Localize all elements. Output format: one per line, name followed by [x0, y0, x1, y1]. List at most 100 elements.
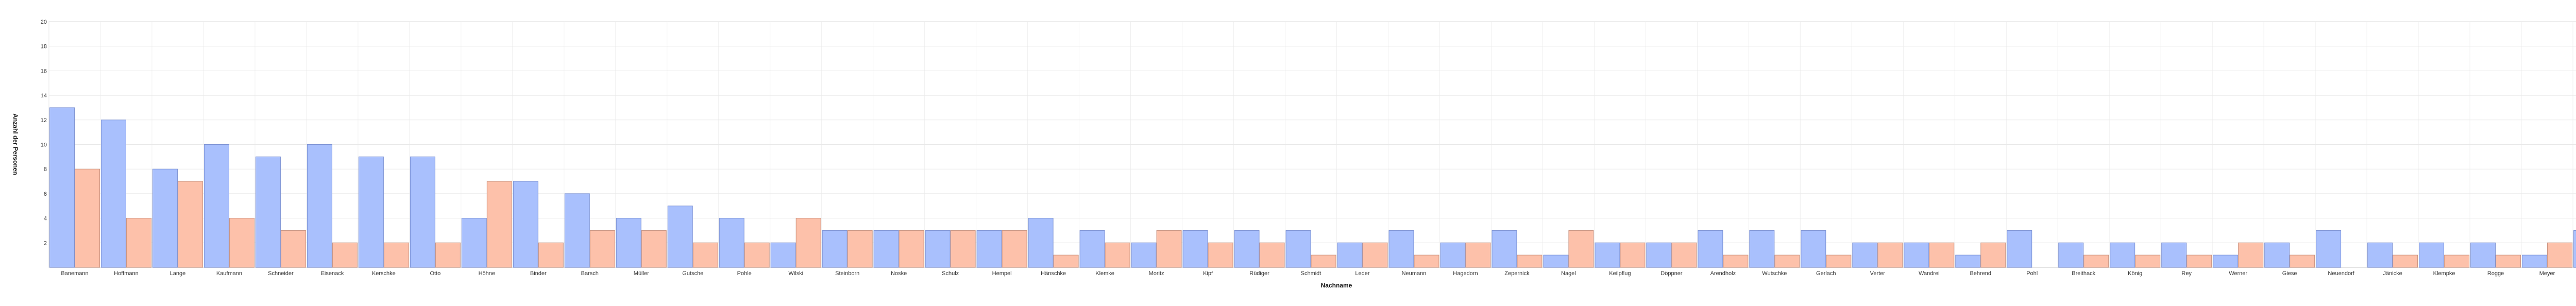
- y-tick-label: 2: [44, 240, 47, 246]
- x-tick-label: Lange: [170, 270, 186, 277]
- bar: [873, 230, 899, 268]
- bar: [719, 218, 744, 268]
- x-tick-label: Höhne: [479, 270, 495, 277]
- x-tick-label: Arendholz: [1710, 270, 1736, 277]
- bar: [2290, 254, 2315, 268]
- bar: [307, 144, 332, 268]
- x-tick-label: Müller: [634, 270, 649, 277]
- bar: [1002, 230, 1027, 268]
- x-tick-label: Zepernick: [1504, 270, 1530, 277]
- bar: [795, 218, 821, 268]
- bar: [435, 242, 461, 268]
- bar: [847, 230, 873, 268]
- x-axis-ticks: Banemann Hoffmann Lange Kaufmann Schneider Ei…: [61, 270, 2555, 277]
- bar: [1955, 254, 1981, 268]
- x-tick-label: Hagedorn: [1453, 270, 1478, 277]
- x-tick-label: Breithack: [2072, 270, 2095, 277]
- bar: [2496, 254, 2521, 268]
- bar: [177, 181, 203, 268]
- bar: [744, 242, 770, 268]
- bar: [2238, 242, 2264, 268]
- bar: [1105, 242, 1130, 268]
- bar: [1234, 230, 1260, 268]
- bar: [692, 242, 718, 268]
- bar: [49, 107, 75, 268]
- bar: [1285, 230, 1311, 268]
- bar: [1259, 242, 1285, 268]
- bar: [1131, 242, 1157, 268]
- bar: [1414, 254, 1439, 268]
- bar: [1028, 218, 1054, 268]
- x-tick-label: Meyer: [2539, 270, 2555, 277]
- y-tick-label: 18: [41, 44, 47, 50]
- x-tick-label: Verter: [1870, 270, 1886, 277]
- bar: [1595, 242, 1620, 268]
- bar: [486, 181, 512, 268]
- bar: [2161, 242, 2187, 268]
- x-tick-label: Jänicke: [2383, 270, 2402, 277]
- bar: [1053, 254, 1079, 268]
- x-tick-label: Gutsche: [682, 270, 703, 277]
- x-tick-label: Klemke: [1095, 270, 1114, 277]
- bar: [2007, 230, 2032, 268]
- bar: [1543, 254, 1569, 268]
- bar: [1980, 242, 2006, 268]
- bar: [2573, 230, 2576, 268]
- bar: [950, 230, 976, 268]
- bar: [410, 156, 435, 268]
- x-tick-label: Kaufmann: [216, 270, 242, 277]
- bar: [1311, 254, 1336, 268]
- bar: [925, 230, 951, 268]
- bar: [229, 218, 255, 268]
- x-tick-label: Pohl: [2026, 270, 2038, 277]
- x-tick-label: Schneider: [268, 270, 294, 277]
- x-tick-label: Schmidt: [1301, 270, 1321, 277]
- bar: [2083, 254, 2109, 268]
- bar: [2393, 254, 2418, 268]
- x-tick-label: Neumann: [1402, 270, 1427, 277]
- x-tick-label: Otto: [430, 270, 440, 277]
- bar: [1723, 254, 1749, 268]
- bar: [1801, 230, 1826, 268]
- bar: [2547, 242, 2573, 268]
- y-tick-label: 12: [41, 117, 47, 124]
- x-tick-label: König: [2128, 270, 2142, 277]
- x-tick-label: Wandrei: [1919, 270, 1940, 277]
- x-tick-label: Nagel: [1561, 270, 1576, 277]
- x-tick-label: Gerlach: [1816, 270, 1836, 277]
- bar: [1620, 242, 1646, 268]
- bar: [1671, 242, 1697, 268]
- bar: [564, 193, 590, 268]
- x-tick-label: Moritz: [1149, 270, 1164, 277]
- bar: [1492, 230, 1517, 268]
- x-tick-label: Barsch: [581, 270, 599, 277]
- y-tick-label: 6: [44, 191, 47, 197]
- bar: [589, 230, 615, 268]
- y-axis-title: Anzahl der Personen: [12, 113, 19, 175]
- bar: [2213, 254, 2239, 268]
- x-tick-label: Steinborn: [835, 270, 859, 277]
- bar: [1568, 230, 1594, 268]
- bar: [1774, 254, 1800, 268]
- y-tick-label: 4: [44, 216, 47, 222]
- bar: [1079, 230, 1105, 268]
- bar: [204, 144, 229, 268]
- x-tick-label: Behrend: [1970, 270, 1991, 277]
- x-tick-label: Wutschke: [1762, 270, 1787, 277]
- x-axis-title: Nachname: [1321, 282, 1352, 289]
- bar: [1698, 230, 1723, 268]
- bar: [2135, 254, 2161, 268]
- bar: [667, 206, 693, 268]
- y-tick-label: 14: [41, 93, 47, 99]
- bar: [1388, 230, 1414, 268]
- x-tick-label: Banemann: [61, 270, 88, 277]
- bar: [2470, 242, 2496, 268]
- x-tick-label: Werner: [2229, 270, 2247, 277]
- bar: [1904, 242, 1929, 268]
- x-tick-label: Rogge: [2487, 270, 2504, 277]
- x-tick-label: Kipf: [1203, 270, 1213, 277]
- bar: [255, 156, 281, 268]
- bar: [1465, 242, 1491, 268]
- bar: [976, 230, 1002, 268]
- x-tick-label: Kerschke: [372, 270, 396, 277]
